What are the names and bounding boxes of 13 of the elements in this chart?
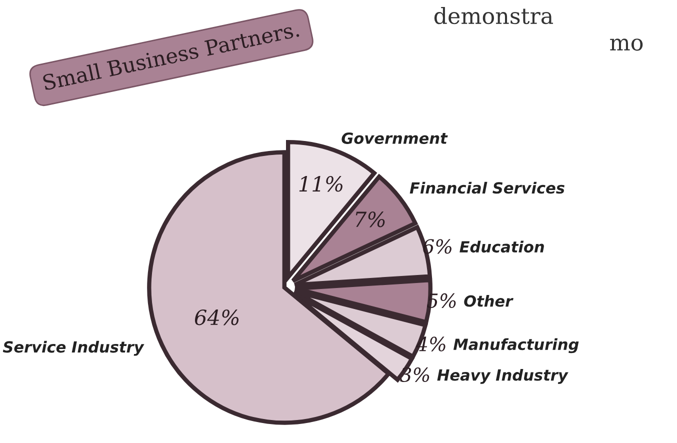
data-label: 7%	[356, 211, 385, 228]
text: demonstra	[434, 6, 553, 24]
slice-label: Education	[460, 240, 544, 253]
text: mo	[610, 38, 643, 51]
slice-label: Manufacturing	[453, 338, 579, 354]
slice-label: Other	[464, 294, 514, 307]
slice-label: Heavy Industry	[437, 368, 568, 384]
data-label: 64%	[194, 309, 239, 326]
slice-label: Government	[342, 132, 448, 144]
slice-label: Service Industry	[2, 340, 144, 356]
slice-label: Financial Services	[410, 182, 564, 194]
data-label: 11%	[299, 176, 342, 192]
chart-title: Small Business Partners.	[42, 20, 300, 90]
